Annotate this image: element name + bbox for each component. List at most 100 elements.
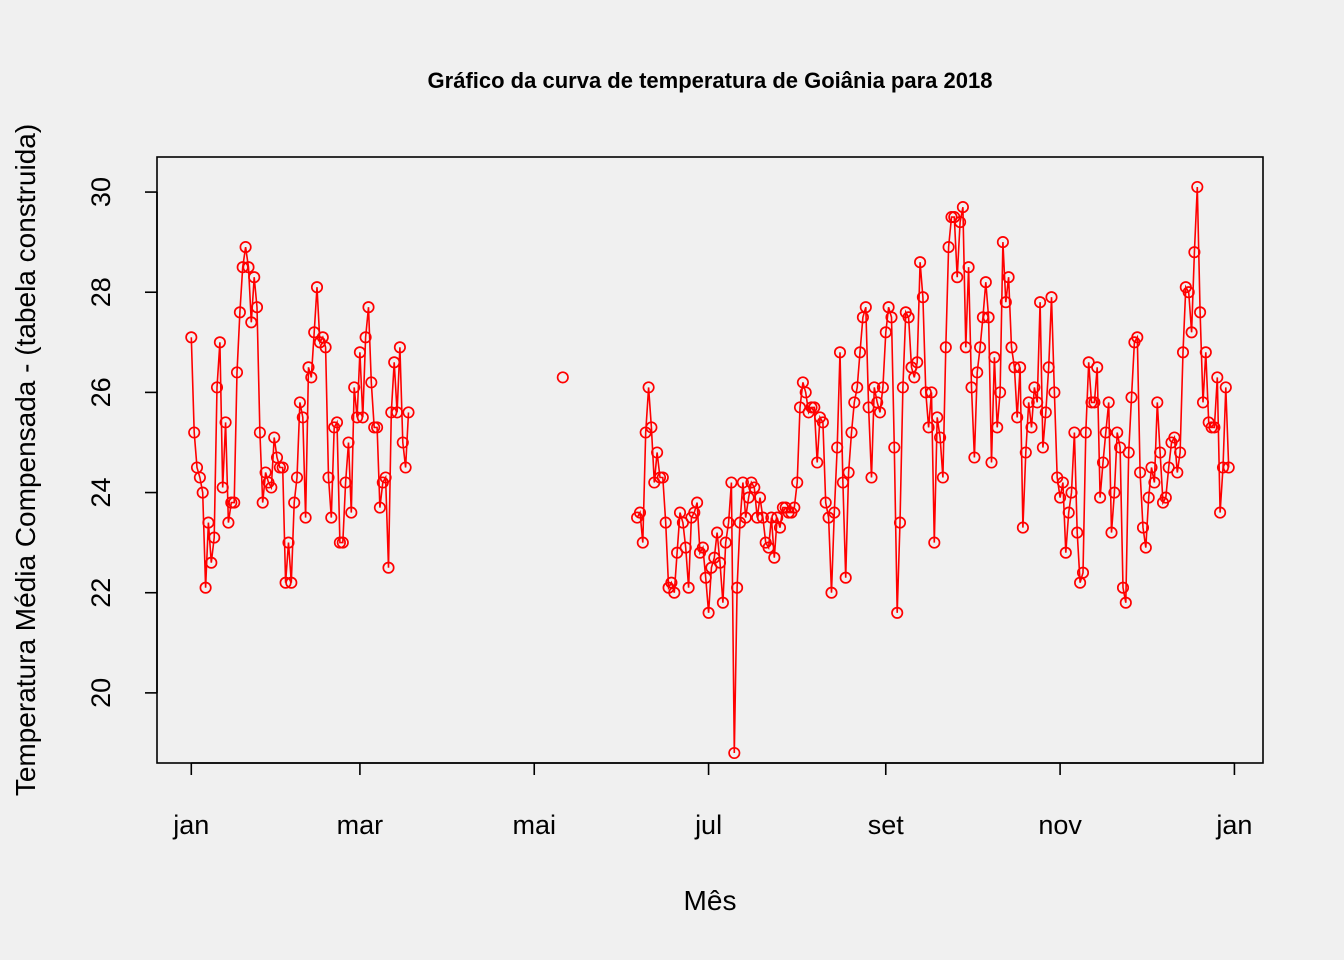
data-point: [811, 456, 824, 469]
data-point: [1219, 381, 1232, 394]
data-point: [396, 436, 409, 449]
data-point: [836, 476, 849, 489]
data-point: [865, 471, 878, 484]
x-tick-label: jul: [694, 810, 722, 840]
data-point: [916, 291, 929, 304]
data-point: [305, 371, 318, 384]
data-point: [1011, 411, 1024, 424]
data-point: [1042, 361, 1055, 374]
data-point: [1119, 596, 1132, 609]
data-point: [379, 471, 392, 484]
data-point: [1199, 346, 1212, 359]
data-point: [185, 331, 198, 344]
data-point: [1048, 386, 1061, 399]
data-point: [373, 501, 386, 514]
data-point: [914, 256, 927, 269]
data-point: [1008, 361, 1021, 374]
data-point: [322, 471, 335, 484]
data-point: [339, 476, 352, 489]
data-point: [765, 511, 778, 524]
data-point: [1194, 306, 1207, 319]
data-point: [336, 536, 349, 549]
data-point: [388, 356, 401, 369]
y-tick-label: 22: [86, 578, 116, 608]
data-point: [296, 411, 309, 424]
data-point: [362, 301, 375, 314]
data-point: [236, 261, 249, 274]
data-point: [642, 381, 655, 394]
data-point: [1176, 346, 1190, 359]
data-point: [1065, 486, 1078, 499]
data-point: [1071, 526, 1084, 539]
data-point: [753, 491, 767, 504]
data-point: [954, 216, 967, 229]
data-point: [951, 271, 964, 284]
data-point: [1005, 341, 1018, 354]
data-point: [696, 541, 709, 554]
data-point: [848, 396, 861, 409]
data-point: [1088, 396, 1101, 409]
data-point: [1025, 421, 1038, 434]
data-point: [825, 586, 838, 599]
data-point: [991, 421, 1004, 434]
data-point: [876, 381, 889, 394]
data-point: [893, 516, 907, 529]
data-point: [1091, 361, 1104, 374]
data-point: [773, 521, 787, 534]
data-point: [359, 331, 372, 344]
y-axis: 20 22 24 26 28 30: [86, 177, 158, 708]
data-point: [719, 536, 732, 549]
data-point: [968, 451, 981, 464]
data-point: [356, 411, 369, 424]
data-point: [288, 496, 301, 509]
data-point: [268, 431, 281, 444]
data-point: [751, 511, 764, 524]
data-point: [1034, 296, 1047, 309]
data-point: [842, 466, 855, 479]
data-point: [250, 301, 264, 314]
data-point: [762, 541, 775, 554]
data-point: [248, 271, 261, 284]
data-point: [1216, 461, 1230, 474]
data-point: [276, 461, 289, 474]
data-point: [365, 376, 378, 389]
data-point: [888, 441, 901, 454]
data-point: [402, 406, 415, 419]
data-point: [290, 471, 304, 484]
data-point: [1131, 331, 1144, 344]
data-point: [1028, 381, 1041, 394]
data-point: [1159, 491, 1172, 504]
data-point: [216, 481, 229, 494]
data-point: [971, 366, 984, 379]
data-point: [885, 311, 898, 324]
data-point: [393, 341, 406, 354]
data-point: [299, 511, 312, 524]
data-point: [768, 551, 781, 564]
data-point: [934, 431, 947, 444]
data-point: [1214, 506, 1227, 519]
data-point: [351, 411, 364, 424]
data-point: [1096, 456, 1110, 469]
data-point: [788, 501, 801, 514]
x-tick-label: jan: [172, 810, 209, 840]
data-point: [382, 561, 395, 574]
data-point: [1136, 521, 1150, 534]
data-point: [1014, 361, 1027, 374]
data-point: [679, 541, 692, 554]
data-point: [731, 581, 744, 594]
data-point: [208, 531, 221, 544]
data-point: [891, 606, 904, 619]
data-point: [233, 306, 246, 319]
data-point: [1099, 426, 1112, 439]
data-point: [385, 406, 398, 419]
data-point: [282, 536, 295, 549]
data-point: [896, 381, 909, 394]
data-point: [348, 381, 361, 394]
data-point: [230, 366, 244, 379]
data-point: [799, 386, 812, 399]
data-point: [716, 596, 729, 609]
data-point: [985, 456, 998, 469]
data-point: [1076, 566, 1090, 579]
data-point: [1045, 291, 1058, 304]
